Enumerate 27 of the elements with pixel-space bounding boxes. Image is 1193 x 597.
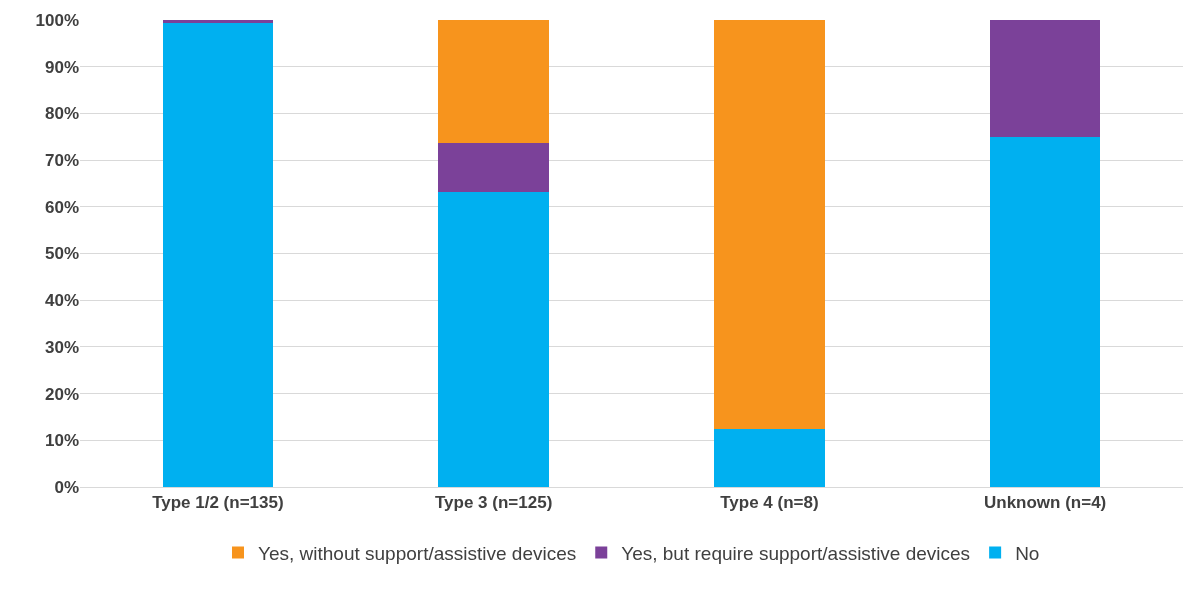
bar [162, 20, 274, 24]
y-tick-label: 10% [44, 431, 79, 451]
y-tick-label: 60% [44, 197, 79, 217]
bar [989, 20, 1101, 137]
legend-label: No [1015, 542, 1040, 564]
bar [438, 20, 549, 144]
y-tick-label: 0% [54, 477, 79, 497]
bar [714, 428, 825, 487]
bar [714, 20, 825, 429]
bar [438, 143, 549, 192]
x-tick-label: Type 1/2 (n=135) [152, 493, 284, 513]
y-tick-label: 20% [44, 384, 79, 404]
y-tick-label: 30% [44, 337, 79, 357]
bar [162, 23, 274, 487]
x-tick-label: Type 4 (n=8) [720, 493, 819, 513]
bar [989, 136, 1101, 487]
y-tick-label: 100% [35, 10, 79, 30]
y-tick-label: 80% [44, 104, 79, 124]
legend-label: Yes, without support/assistive devices [258, 542, 577, 564]
y-tick-label: 50% [44, 244, 79, 264]
x-tick-label: Unknown (n=4) [983, 493, 1107, 513]
legend-label: Yes, but require support/assistive devices [621, 542, 971, 564]
y-tick-label: 70% [44, 151, 79, 171]
x-tick-label: Type 3 (n=125) [434, 493, 553, 513]
y-tick-label: 90% [44, 57, 79, 77]
bar [438, 191, 549, 487]
y-tick-label: 40% [44, 291, 79, 311]
